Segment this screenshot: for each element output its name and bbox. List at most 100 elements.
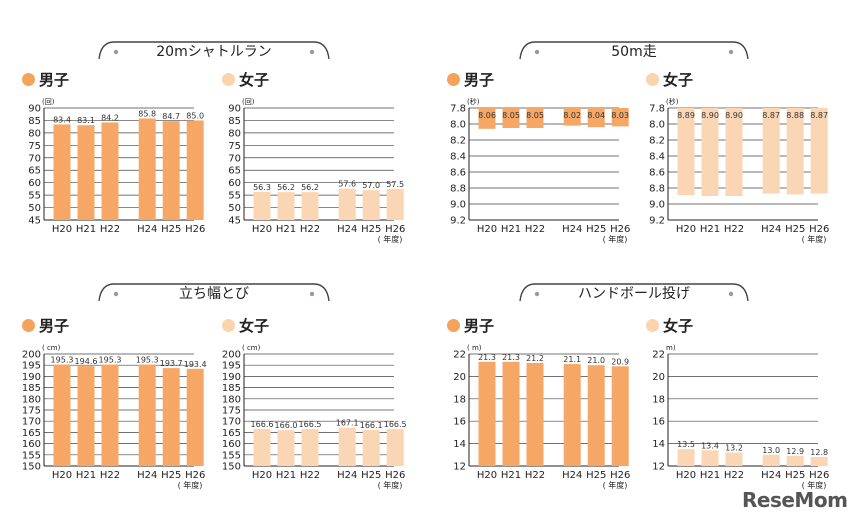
data-label: 195.3 xyxy=(99,356,122,365)
y-tick-label: 8.2 xyxy=(649,136,665,147)
y-tick-label: 80 xyxy=(228,128,241,139)
unit-label: (回) xyxy=(242,98,255,106)
tab-bracket-shape xyxy=(98,283,330,302)
data-label: 8.90 xyxy=(701,111,719,120)
chart-50m-run-male: 7.8 8.0 8.2 8.4 8.6 8.8 9.0 9.2 (秒) 8.06 H20 8.05 H2… xyxy=(450,97,630,244)
data-label: 8.89 xyxy=(677,111,695,120)
gender-label-male: 男子 xyxy=(447,316,494,335)
chart-handball-throw-female: 12 14 16 18 20 22m) 13.5 H20 13.4 H21 13.2 H22 13.0 H… xyxy=(652,344,829,490)
data-label: 8.04 xyxy=(587,111,605,120)
unit-label: ( m) xyxy=(467,344,482,352)
gender-label-female: 女子 xyxy=(646,70,693,89)
section-title: 立ち幅とび xyxy=(179,286,249,302)
data-label: 166.1 xyxy=(360,421,383,430)
x-tick-label: H22 xyxy=(724,470,744,481)
y-tick-label: 22 xyxy=(453,350,466,361)
y-tick-label: 16 xyxy=(652,417,665,428)
x-tick-label: H21 xyxy=(76,224,96,235)
year-unit-label: ( 年度) xyxy=(378,234,403,244)
bar xyxy=(53,124,71,220)
year-unit-label: ( 年度) xyxy=(802,234,827,244)
bar xyxy=(701,450,719,466)
x-tick-label: H20 xyxy=(252,224,272,235)
data-label: 8.03 xyxy=(611,111,629,120)
data-label: 84.2 xyxy=(101,113,119,122)
data-label: 85.8 xyxy=(138,109,156,118)
data-label: 57.6 xyxy=(338,180,356,189)
data-label: 21.1 xyxy=(563,355,581,364)
y-tick-label: 16 xyxy=(453,417,466,428)
data-label: 21.3 xyxy=(502,353,520,362)
y-tick-label: 85 xyxy=(228,116,241,127)
x-tick-label: H24 xyxy=(562,224,582,235)
unit-label: (秒) xyxy=(666,97,679,106)
data-label: 21.3 xyxy=(478,353,496,362)
x-tick-label: H25 xyxy=(361,224,381,235)
x-tick-label: H20 xyxy=(252,470,272,481)
gender-label-female: 女子 xyxy=(222,316,269,335)
x-tick-label: H24 xyxy=(337,470,357,481)
bar xyxy=(611,366,629,466)
bar xyxy=(338,427,356,466)
y-tick-label: 12 xyxy=(453,462,466,473)
year-unit-label: ( 年度) xyxy=(178,480,203,490)
section-title: 20mシャトルラン xyxy=(156,44,272,60)
unit-label: m) xyxy=(666,344,676,352)
bar xyxy=(611,108,629,127)
x-tick-label: H26 xyxy=(809,224,829,235)
data-label: 195.3 xyxy=(51,356,74,365)
y-tick-label: 180 xyxy=(22,394,41,405)
data-label: 8.05 xyxy=(502,111,520,120)
y-tick-label: 9.2 xyxy=(649,216,665,227)
y-tick-label: 18 xyxy=(453,394,466,405)
y-tick-label: 14 xyxy=(652,439,665,450)
x-tick-label: H25 xyxy=(785,224,805,235)
y-tick-label: 50 xyxy=(28,203,41,214)
x-tick-label: H26 xyxy=(385,224,405,235)
y-tick-label: 8.0 xyxy=(649,120,665,131)
x-tick-label: H21 xyxy=(700,470,720,481)
bar xyxy=(786,108,804,195)
data-label: 12.8 xyxy=(810,448,828,457)
y-tick-label: 170 xyxy=(222,417,241,428)
x-tick-label: H21 xyxy=(76,470,96,481)
data-label: 12.9 xyxy=(786,447,804,456)
data-label: 8.87 xyxy=(810,111,828,120)
section-tab-shuttle-run: 20mシャトルラン xyxy=(98,38,330,60)
bar xyxy=(725,452,743,466)
x-tick-label: H21 xyxy=(276,224,296,235)
bar xyxy=(338,188,356,220)
bar xyxy=(762,108,780,194)
bar xyxy=(162,368,180,466)
y-tick-label: 20 xyxy=(652,372,665,383)
y-tick-label: 7.8 xyxy=(649,104,665,115)
data-label: 13.4 xyxy=(701,441,719,450)
bar xyxy=(502,361,520,466)
x-tick-label: H22 xyxy=(525,224,545,235)
y-tick-label: 190 xyxy=(222,372,241,383)
bar xyxy=(810,457,828,466)
y-tick-label: 55 xyxy=(28,191,41,202)
x-tick-label: H21 xyxy=(501,470,521,481)
bar xyxy=(101,122,119,220)
bar xyxy=(786,455,804,466)
x-tick-label: H21 xyxy=(501,224,521,235)
data-label: 21.2 xyxy=(526,354,544,363)
y-tick-label: 170 xyxy=(22,417,41,428)
data-label: 193.4 xyxy=(184,360,207,369)
data-label: 166.6 xyxy=(251,420,274,429)
data-label: 85.0 xyxy=(186,111,204,120)
y-tick-label: 20 xyxy=(453,372,466,383)
data-label: 20.9 xyxy=(611,357,629,366)
year-unit-label: ( 年度) xyxy=(603,480,628,490)
bar xyxy=(253,191,271,220)
y-tick-label: 8.0 xyxy=(450,120,466,131)
y-tick-label: 160 xyxy=(22,439,41,450)
data-label: 195.3 xyxy=(136,356,159,365)
section-title: ハンドボール投げ xyxy=(578,286,690,302)
y-tick-label: 195 xyxy=(222,361,241,372)
gender-label-female: 女子 xyxy=(222,70,269,89)
y-tick-label: 160 xyxy=(222,439,241,450)
